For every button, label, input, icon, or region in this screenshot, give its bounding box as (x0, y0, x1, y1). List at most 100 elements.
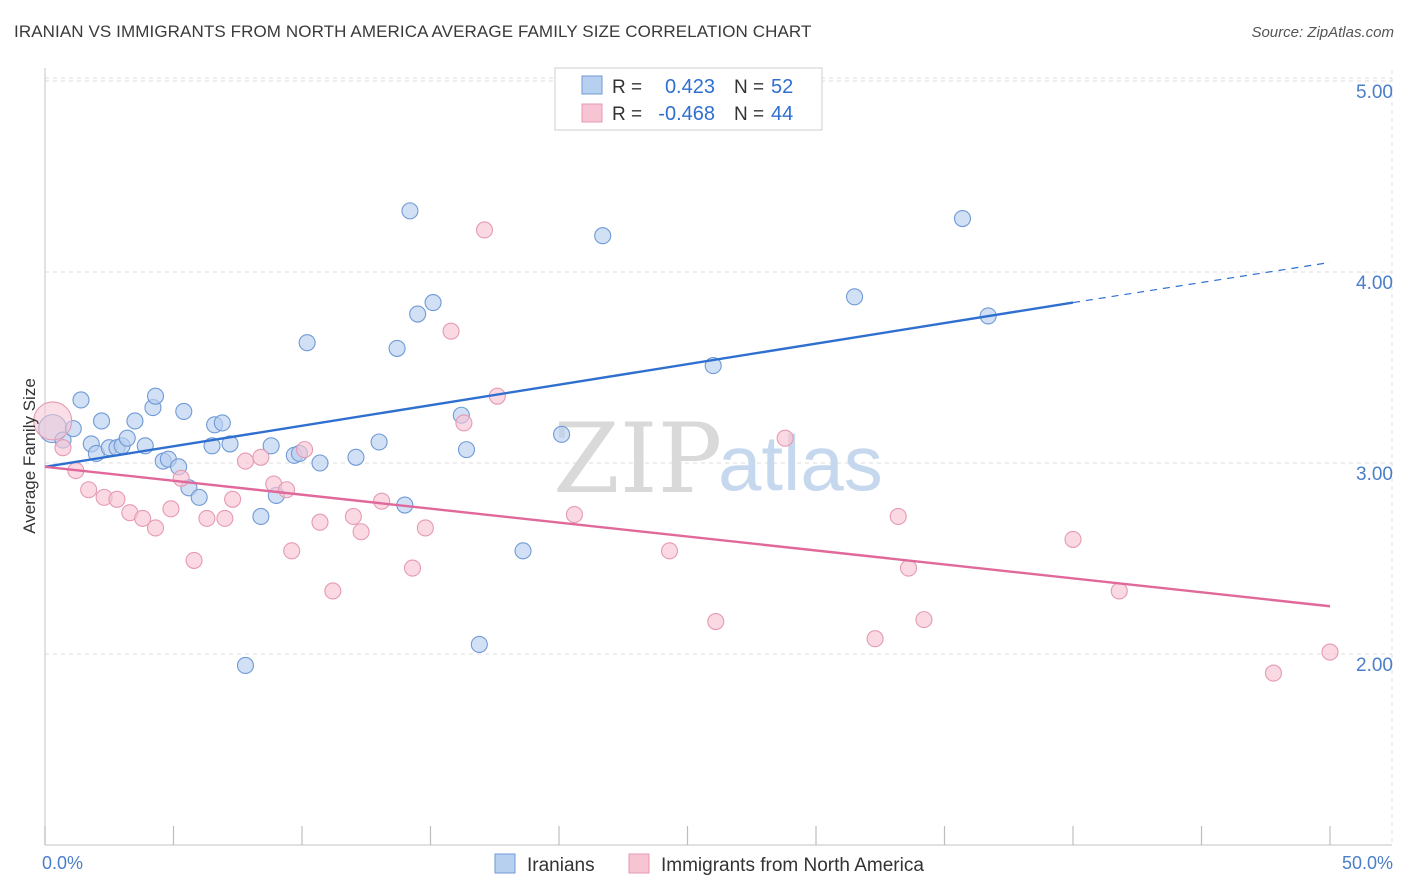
point-iranians-31 (298, 334, 316, 352)
point-iranians-48 (953, 209, 972, 228)
point-iranians-3 (72, 391, 90, 409)
y-tick-labels: 2.00 3.00 4.00 5.00 (1356, 82, 1393, 676)
point-north-america-7 (134, 509, 152, 527)
watermark-zip: ZIP (553, 403, 722, 515)
point-iranians-6 (92, 412, 111, 430)
point-north-america-21 (311, 513, 329, 531)
point-north-america-42 (1264, 664, 1283, 682)
watermark: ZIP atlas (553, 403, 883, 515)
point-iranians-42 (470, 635, 488, 654)
chart-title: IRANIAN VS IMMIGRANTS FROM NORTH AMERICA… (14, 22, 812, 41)
series-legend-swatch-blue (494, 853, 516, 874)
series-legend: Iranians Immigrants from North America (494, 853, 924, 876)
point-north-america-35 (776, 429, 794, 447)
watermark-atlas: atlas (718, 419, 883, 507)
point-iranians-43 (514, 542, 532, 560)
point-iranians-27 (262, 437, 280, 455)
legend-n-value-pink: 44 (771, 103, 793, 125)
legend-n-label-blue: N = (734, 77, 764, 98)
point-north-america-16 (252, 448, 270, 466)
point-north-america-25 (373, 492, 391, 510)
point-iranians-14 (146, 387, 165, 405)
point-iranians-47 (845, 288, 864, 306)
point-iranians-44 (553, 425, 571, 443)
point-north-america-32 (565, 506, 583, 524)
series-legend-swatch-pink (628, 853, 650, 874)
x-tick-label-max: 50.0% (1342, 853, 1393, 873)
trend-line-iranians (44, 301, 1074, 469)
point-north-america-41 (1110, 582, 1128, 600)
source-label: Source: ZipAtlas.com (1251, 24, 1394, 41)
trend-line-iranians-extension (1072, 261, 1331, 304)
point-iranians-45 (594, 227, 612, 245)
point-north-america-24 (352, 523, 370, 541)
point-north-america-15 (236, 452, 255, 470)
point-iranians-32 (311, 454, 329, 472)
legend-r-label-pink: R = (612, 104, 642, 125)
point-iranians-25 (236, 656, 255, 675)
point-north-america-43 (1321, 643, 1339, 661)
series-legend-label-blue: Iranians (527, 855, 595, 876)
point-iranians-39 (424, 294, 442, 312)
point-north-america-12 (198, 509, 216, 527)
series-legend-label-pink: Immigrants from North America (661, 855, 924, 876)
y-tick-label-0: 2.00 (1356, 655, 1393, 676)
point-north-america-36 (866, 630, 884, 648)
point-iranians-33 (347, 448, 365, 466)
legend-r-label-blue: R = (612, 77, 642, 98)
legend-r-value-pink: -0.468 (658, 103, 715, 125)
point-north-america-18 (278, 481, 296, 499)
point-north-america-11 (185, 551, 203, 569)
y-tick-label-1: 3.00 (1356, 464, 1393, 485)
point-iranians-37 (401, 202, 419, 220)
point-iranians-23 (213, 414, 231, 432)
stats-legend: R = 0.423 N = 52 R = -0.468 N = 44 (554, 67, 823, 131)
point-north-america-29 (455, 414, 473, 432)
point-north-america-10 (172, 469, 190, 487)
point-north-america-14 (224, 490, 242, 508)
point-north-america-37 (889, 507, 907, 526)
point-iranians-38 (409, 305, 427, 323)
legend-r-value-blue: 0.423 (665, 76, 715, 98)
point-north-america-30 (475, 221, 494, 239)
point-north-america-0 (33, 401, 73, 441)
legend-n-value-blue: 52 (771, 76, 793, 98)
point-north-america-27 (416, 519, 434, 537)
point-north-america-3 (80, 481, 98, 499)
point-north-america-20 (296, 441, 314, 459)
grid-lines (45, 70, 1393, 845)
point-iranians-11 (126, 412, 144, 430)
point-north-america-39 (915, 611, 933, 629)
point-north-america-38 (899, 559, 918, 577)
point-iranians-34 (370, 433, 388, 451)
point-iranians-24 (221, 435, 239, 453)
trend-line-north-america (44, 465, 1331, 608)
point-north-america-22 (324, 582, 342, 600)
point-north-america-13 (216, 509, 234, 527)
point-north-america-26 (403, 559, 422, 577)
y-axis-label: Average Family Size (20, 378, 39, 534)
point-iranians-20 (190, 488, 208, 506)
point-north-america-28 (442, 322, 460, 340)
point-iranians-35 (388, 339, 406, 357)
point-north-america-40 (1064, 530, 1082, 548)
series-north-america (33, 221, 1339, 682)
legend-swatch-blue (581, 75, 603, 95)
point-north-america-34 (707, 612, 725, 631)
y-tick-label-2: 4.00 (1356, 273, 1393, 294)
point-iranians-18 (175, 402, 193, 420)
point-north-america-8 (146, 519, 165, 537)
point-iranians-41 (457, 441, 476, 459)
point-north-america-33 (660, 542, 679, 560)
point-north-america-5 (108, 490, 126, 508)
x-tick-labels: 0.0% 50.0% (42, 853, 1393, 873)
point-north-america-23 (344, 507, 362, 526)
point-iranians-10 (118, 429, 136, 447)
legend-swatch-pink (581, 103, 603, 123)
x-tick-label-min: 0.0% (42, 853, 83, 873)
point-north-america-1 (54, 439, 72, 457)
point-north-america-9 (162, 500, 180, 518)
point-iranians-26 (252, 507, 270, 526)
axes (44, 68, 1392, 846)
